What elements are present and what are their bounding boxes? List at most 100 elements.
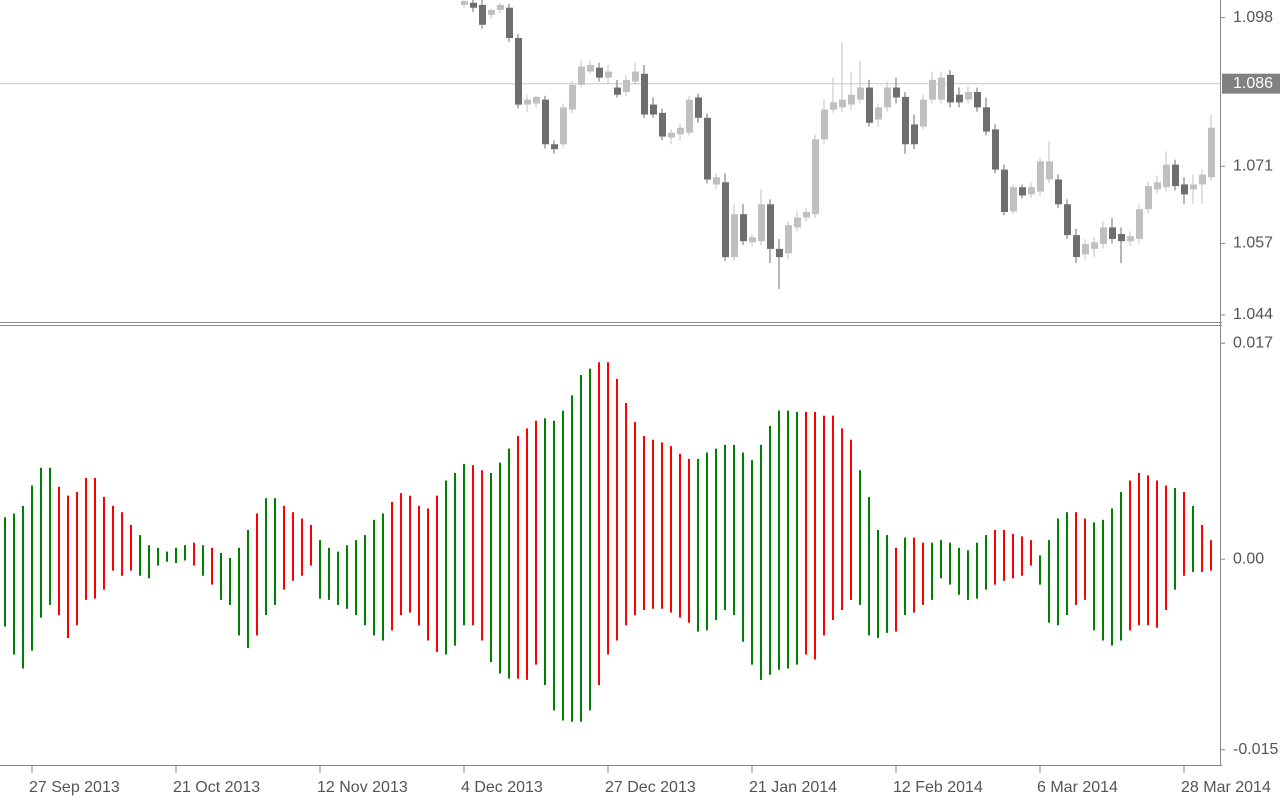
- candle-body: [569, 84, 576, 110]
- candle-body: [632, 71, 639, 82]
- candle-body: [1190, 184, 1197, 190]
- candle-body: [650, 104, 657, 115]
- candle-body: [1172, 164, 1179, 187]
- candle-body: [758, 204, 765, 242]
- y-tick-label: -0.015: [1233, 741, 1278, 758]
- x-tick-label: 27 Sep 2013: [29, 779, 120, 796]
- y-tick-label: 1.057: [1233, 235, 1273, 252]
- x-tick-label: 4 Dec 2013: [461, 779, 543, 796]
- current-price-box: [1222, 73, 1280, 94]
- axes: 1.044 1.057 1.071 1.098 1.086 0.017 0.00 -0.015…: [29, 9, 1280, 796]
- price-pane: [0, 0, 1220, 290]
- candle-body: [1028, 187, 1035, 195]
- candle-body: [614, 87, 621, 95]
- candle-body: [902, 96, 909, 145]
- candle-body: [488, 9, 495, 15]
- candle-body: [1073, 235, 1080, 258]
- candle-body: [1082, 243, 1089, 255]
- candle-body: [668, 132, 675, 138]
- candle-body: [1127, 236, 1134, 242]
- candle-body: [560, 107, 567, 145]
- candle-body: [677, 127, 684, 135]
- candle-body: [1145, 186, 1152, 210]
- candle-body: [1100, 227, 1107, 244]
- candle-body: [749, 237, 756, 243]
- candle-body: [983, 107, 990, 132]
- candle-body: [497, 4, 504, 10]
- candle-body: [479, 4, 486, 25]
- x-tick-label: 12 Nov 2013: [317, 779, 408, 796]
- candle-body: [956, 94, 963, 103]
- candle-body: [767, 204, 774, 249]
- candle-body: [1199, 174, 1206, 185]
- indicator-pane: [4, 362, 1212, 722]
- candle-body: [623, 79, 630, 92]
- candle-body: [1109, 227, 1116, 239]
- candle-body: [713, 177, 720, 185]
- candle-body: [911, 124, 918, 145]
- candle-body: [1136, 209, 1143, 239]
- y-tick-label: 0.00: [1233, 550, 1264, 567]
- candle-body: [866, 87, 873, 123]
- candle-body: [812, 139, 819, 215]
- candle-body: [551, 144, 558, 150]
- candle-body: [893, 87, 900, 98]
- x-tick-label: 21 Jan 2014: [749, 779, 837, 796]
- candle-body: [1046, 161, 1053, 180]
- candle-body: [686, 99, 693, 133]
- candle-body: [533, 96, 540, 104]
- y-tick-label: 0.017: [1233, 334, 1273, 351]
- candle-body: [929, 79, 936, 100]
- candle-body: [695, 97, 702, 118]
- candle-body: [1010, 187, 1017, 212]
- candle-body: [965, 91, 972, 100]
- candle-body: [1064, 204, 1071, 236]
- candle-body: [785, 225, 792, 254]
- candle-body: [776, 248, 783, 258]
- candle-body: [506, 7, 513, 38]
- candle-body: [947, 74, 954, 103]
- candle-body: [839, 99, 846, 108]
- candle-body: [605, 71, 612, 78]
- candle-body: [1154, 182, 1161, 190]
- candle-body: [461, 1, 468, 5]
- candle-body: [1208, 127, 1215, 178]
- candle-body: [1037, 161, 1044, 192]
- candle-body: [1118, 234, 1125, 242]
- candle-body: [1055, 179, 1062, 205]
- candle-body: [875, 107, 882, 120]
- x-tick-label: 6 Mar 2014: [1037, 779, 1118, 796]
- candle-body: [515, 37, 522, 105]
- candle-body: [542, 99, 549, 145]
- candle-body: [1091, 242, 1098, 249]
- candle-body: [803, 211, 810, 218]
- candle-body: [920, 99, 927, 127]
- candle-body: [704, 117, 711, 180]
- candle-body: [821, 109, 828, 140]
- candle-body: [587, 64, 594, 72]
- x-tick-label: 28 Mar 2014: [1181, 779, 1271, 796]
- candle-body: [1019, 187, 1026, 196]
- y-tick-label: 1.098: [1233, 9, 1273, 26]
- candle-body: [830, 102, 837, 110]
- candle-body: [794, 217, 801, 228]
- current-price-label: 1.086: [1233, 75, 1273, 92]
- candle-body: [884, 87, 891, 108]
- candle-body: [524, 99, 531, 105]
- x-tick-label: 27 Dec 2013: [605, 779, 696, 796]
- candle-body: [1163, 164, 1170, 188]
- x-tick-label: 12 Feb 2014: [893, 779, 983, 796]
- candle-body: [722, 182, 729, 258]
- candle-body: [740, 214, 747, 242]
- y-tick-label: 1.044: [1233, 306, 1273, 323]
- candle-body: [578, 66, 585, 85]
- candle-body: [857, 87, 864, 100]
- candle-body: [1181, 184, 1188, 195]
- x-tick-label: 21 Oct 2013: [173, 779, 260, 796]
- candle-body: [596, 67, 603, 78]
- candle-body: [470, 2, 477, 8]
- candle-body: [848, 94, 855, 105]
